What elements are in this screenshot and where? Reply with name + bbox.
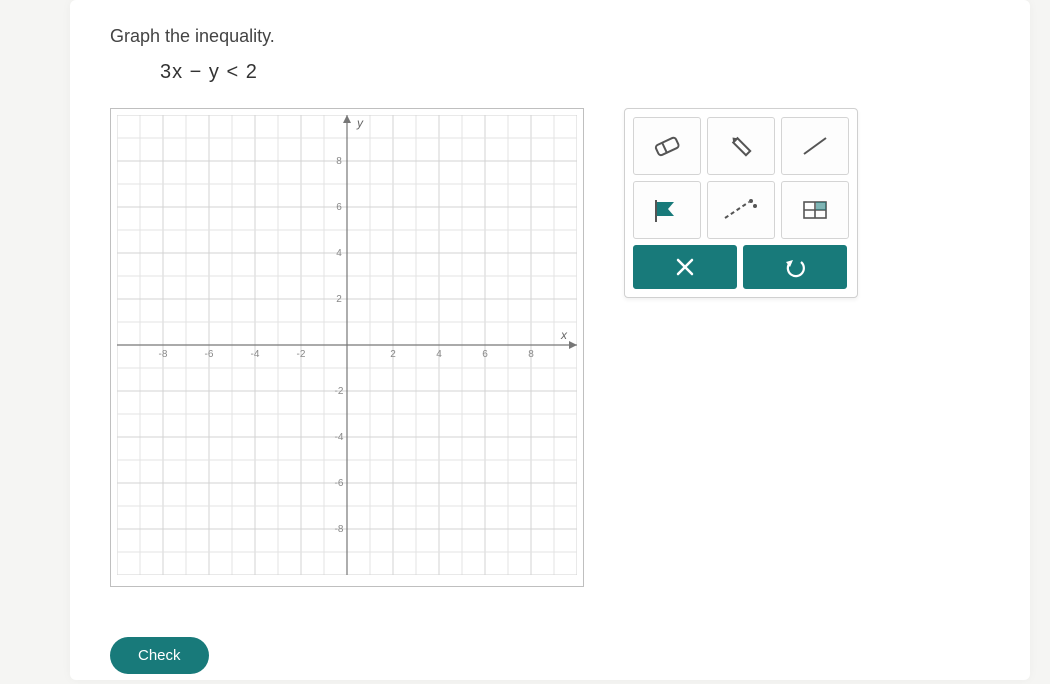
undo-icon: [784, 256, 806, 278]
svg-text:-6: -6: [205, 349, 214, 360]
line-icon: [798, 132, 832, 160]
tool-palette: [624, 108, 858, 298]
clear-button[interactable]: [633, 245, 737, 289]
instruction-text: Graph the inequality.: [110, 26, 990, 47]
inequality-expression: 3x − y < 2: [160, 61, 990, 84]
eraser-tool[interactable]: [633, 117, 701, 175]
svg-text:y: y: [356, 116, 364, 130]
pencil-icon: [724, 132, 758, 160]
svg-text:8: 8: [528, 349, 534, 360]
svg-text:4: 4: [336, 248, 342, 259]
svg-text:-6: -6: [335, 478, 344, 489]
clear-icon: [675, 257, 695, 277]
svg-text:-2: -2: [335, 386, 344, 397]
svg-text:4: 4: [436, 349, 442, 360]
pencil-tool[interactable]: [707, 117, 775, 175]
flag-fill-tool[interactable]: [633, 181, 701, 239]
shade-region-tool[interactable]: [781, 181, 849, 239]
tool-row-1: [633, 117, 849, 175]
work-area: -8 -6 -4 -2 2 4 6 8 -8 -6 -4 -2 2 4 6 8 y x: [110, 108, 990, 587]
grid-svg[interactable]: -8 -6 -4 -2 2 4 6 8 -8 -6 -4 -2 2 4 6 8 y x: [117, 115, 577, 575]
svg-text:8: 8: [336, 156, 342, 167]
svg-text:6: 6: [482, 349, 488, 360]
svg-text:6: 6: [336, 202, 342, 213]
svg-text:2: 2: [390, 349, 396, 360]
tool-actions-row: [633, 245, 849, 289]
shade-region-icon: [798, 196, 832, 224]
svg-text:-4: -4: [251, 349, 260, 360]
svg-text:-4: -4: [335, 432, 344, 443]
line-tool[interactable]: [781, 117, 849, 175]
eraser-icon: [650, 132, 684, 160]
dashed-line-icon: [721, 196, 761, 224]
undo-button[interactable]: [743, 245, 847, 289]
coordinate-grid[interactable]: -8 -6 -4 -2 2 4 6 8 -8 -6 -4 -2 2 4 6 8 y x: [110, 108, 584, 587]
dashed-line-tool[interactable]: [707, 181, 775, 239]
question-card: Graph the inequality. 3x − y < 2 -8-6-4-…: [70, 0, 1030, 680]
svg-text:-8: -8: [159, 349, 168, 360]
tool-row-2: [633, 181, 849, 239]
svg-text:-8: -8: [335, 524, 344, 535]
svg-text:x: x: [560, 328, 568, 342]
check-button[interactable]: Check: [110, 637, 209, 674]
svg-text:-2: -2: [297, 349, 306, 360]
flag-fill-icon: [650, 196, 684, 224]
svg-text:2: 2: [336, 294, 342, 305]
